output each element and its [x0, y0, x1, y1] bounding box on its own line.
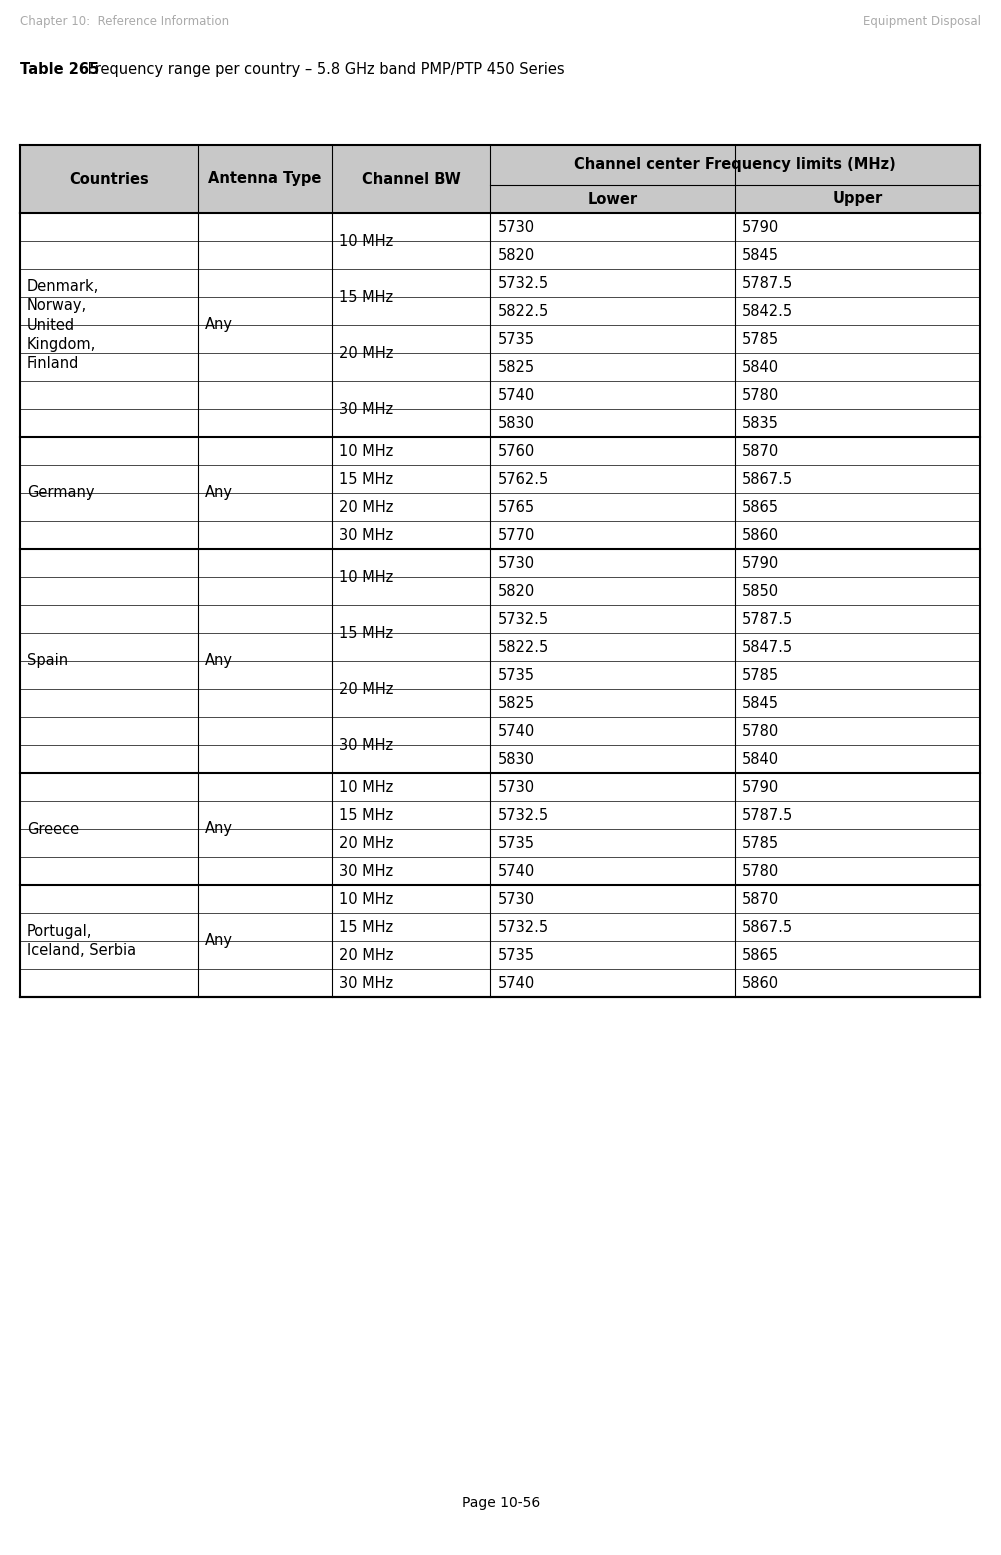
Text: 20 MHz: 20 MHz: [339, 947, 393, 963]
Text: Equipment Disposal: Equipment Disposal: [863, 16, 981, 28]
Text: Germany: Germany: [27, 485, 94, 501]
Text: 5790: 5790: [742, 555, 780, 571]
Text: Table 265: Table 265: [20, 62, 99, 78]
Text: 5730: 5730: [497, 779, 535, 795]
Text: Denmark,
Norway,
United
Kingdom,
Finland: Denmark, Norway, United Kingdom, Finland: [27, 278, 99, 372]
Text: 5735: 5735: [497, 331, 535, 347]
Text: 5780: 5780: [742, 387, 780, 403]
Text: 5785: 5785: [742, 331, 780, 347]
Text: 5762.5: 5762.5: [497, 471, 549, 487]
Text: 20 MHz: 20 MHz: [339, 499, 393, 515]
Text: 5765: 5765: [497, 499, 535, 515]
Text: 5860: 5860: [742, 975, 780, 991]
Text: 5830: 5830: [497, 751, 535, 767]
Text: Portugal,
Iceland, Serbia: Portugal, Iceland, Serbia: [27, 924, 136, 958]
Text: Any: Any: [204, 485, 232, 501]
Text: 5865: 5865: [742, 499, 779, 515]
Text: 5870: 5870: [742, 891, 780, 907]
Text: 5830: 5830: [497, 415, 535, 431]
Text: 15 MHz: 15 MHz: [339, 807, 393, 823]
Text: 5730: 5730: [497, 219, 535, 235]
Text: 5785: 5785: [742, 667, 780, 683]
Text: Channel center Frequency limits (MHz): Channel center Frequency limits (MHz): [575, 157, 896, 173]
Text: Frequency range per country – 5.8 GHz band PMP/PTP 450 Series: Frequency range per country – 5.8 GHz ba…: [83, 62, 565, 78]
Text: 5787.5: 5787.5: [742, 611, 794, 627]
Text: 30 MHz: 30 MHz: [339, 863, 393, 879]
Text: 5730: 5730: [497, 555, 535, 571]
Text: 5787.5: 5787.5: [742, 807, 794, 823]
Text: 15 MHz: 15 MHz: [339, 919, 393, 935]
Text: 5790: 5790: [742, 219, 780, 235]
Text: 10 MHz: 10 MHz: [339, 443, 393, 459]
Text: 5732.5: 5732.5: [497, 807, 549, 823]
Text: 5867.5: 5867.5: [742, 919, 794, 935]
Text: Any: Any: [204, 933, 232, 949]
Text: 20 MHz: 20 MHz: [339, 681, 393, 697]
Text: 10 MHz: 10 MHz: [339, 779, 393, 795]
Text: 5840: 5840: [742, 751, 780, 767]
Text: 5845: 5845: [742, 247, 779, 263]
Text: Upper: Upper: [833, 191, 883, 207]
Text: 10 MHz: 10 MHz: [339, 891, 393, 907]
Text: 5787.5: 5787.5: [742, 275, 794, 291]
Text: 20 MHz: 20 MHz: [339, 345, 393, 361]
Text: 5822.5: 5822.5: [497, 639, 549, 655]
Text: 5840: 5840: [742, 359, 780, 375]
Text: 20 MHz: 20 MHz: [339, 835, 393, 851]
Text: Page 10-56: Page 10-56: [461, 1496, 541, 1510]
Text: 5822.5: 5822.5: [497, 303, 549, 319]
Text: Greece: Greece: [27, 821, 79, 837]
Text: 30 MHz: 30 MHz: [339, 401, 393, 417]
Text: 5785: 5785: [742, 835, 780, 851]
Text: 5870: 5870: [742, 443, 780, 459]
Text: Chapter 10:  Reference Information: Chapter 10: Reference Information: [20, 16, 229, 28]
Text: 5842.5: 5842.5: [742, 303, 794, 319]
Text: 5780: 5780: [742, 723, 780, 739]
Text: 5845: 5845: [742, 695, 779, 711]
Text: 30 MHz: 30 MHz: [339, 975, 393, 991]
Text: Any: Any: [204, 317, 232, 333]
Text: 5825: 5825: [497, 695, 535, 711]
Text: 5770: 5770: [497, 527, 535, 543]
Text: 10 MHz: 10 MHz: [339, 569, 393, 585]
Text: 5760: 5760: [497, 443, 535, 459]
Text: 15 MHz: 15 MHz: [339, 471, 393, 487]
Text: 5790: 5790: [742, 779, 780, 795]
Text: Any: Any: [204, 821, 232, 837]
Text: 15 MHz: 15 MHz: [339, 625, 393, 641]
Text: 5740: 5740: [497, 723, 535, 739]
Text: 5732.5: 5732.5: [497, 275, 549, 291]
Text: 5867.5: 5867.5: [742, 471, 794, 487]
Text: 5850: 5850: [742, 583, 780, 599]
Text: 5740: 5740: [497, 863, 535, 879]
Text: Spain: Spain: [27, 653, 68, 669]
Text: Countries: Countries: [69, 171, 149, 187]
Text: 5860: 5860: [742, 527, 780, 543]
Text: 5820: 5820: [497, 247, 535, 263]
Text: 5847.5: 5847.5: [742, 639, 794, 655]
Text: 5740: 5740: [497, 975, 535, 991]
Text: 30 MHz: 30 MHz: [339, 737, 393, 753]
Text: Channel BW: Channel BW: [361, 171, 460, 187]
Text: 5780: 5780: [742, 863, 780, 879]
Text: 5730: 5730: [497, 891, 535, 907]
Text: 5735: 5735: [497, 835, 535, 851]
Text: 5735: 5735: [497, 667, 535, 683]
Text: Lower: Lower: [588, 191, 638, 207]
Text: 5732.5: 5732.5: [497, 919, 549, 935]
Text: 5740: 5740: [497, 387, 535, 403]
Text: Antenna Type: Antenna Type: [208, 171, 321, 187]
Text: 15 MHz: 15 MHz: [339, 289, 393, 305]
Text: 30 MHz: 30 MHz: [339, 527, 393, 543]
Text: 5735: 5735: [497, 947, 535, 963]
Text: 5825: 5825: [497, 359, 535, 375]
Text: Any: Any: [204, 653, 232, 669]
Text: 5865: 5865: [742, 947, 779, 963]
Text: 10 MHz: 10 MHz: [339, 233, 393, 249]
Text: 5820: 5820: [497, 583, 535, 599]
Bar: [20, 145, 980, 213]
Text: 5835: 5835: [742, 415, 779, 431]
Text: 5732.5: 5732.5: [497, 611, 549, 627]
